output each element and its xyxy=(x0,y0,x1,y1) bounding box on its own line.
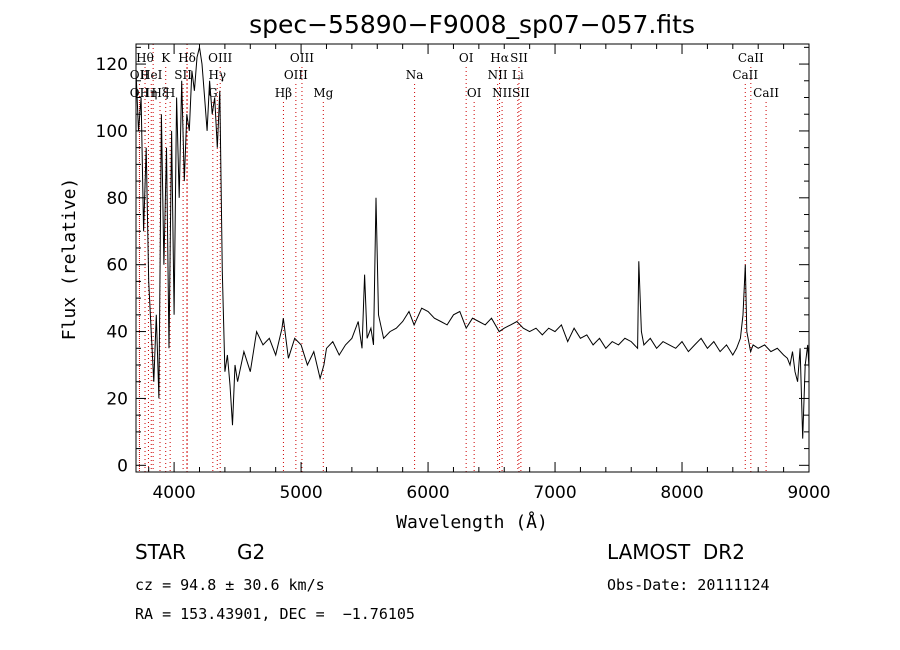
line-marker-label: SII xyxy=(512,86,530,100)
line-marker-label: Hα xyxy=(490,51,509,65)
survey-name: LAMOST DR2 xyxy=(607,540,745,564)
spectral-line-markers xyxy=(138,44,767,472)
x-tick-label: 9000 xyxy=(787,483,830,503)
line-marker-label: SII xyxy=(174,68,192,82)
line-marker-label: SII xyxy=(510,51,528,65)
chart-title: spec−55890−F9008_sp07−057.fits xyxy=(249,10,695,39)
spectral-line-labels: OII OII Hθ Hη HeI Hξ K H SII Hδ G Hγ OIII Hβ OIII OIII M… xyxy=(130,51,779,100)
y-tick-label: 0 xyxy=(117,456,128,476)
line-marker-label: OIII xyxy=(208,51,232,65)
x-tick-label: 7000 xyxy=(533,483,576,503)
x-tick-label: 4000 xyxy=(152,483,195,503)
x-tick-label: 5000 xyxy=(279,483,322,503)
line-marker-label: K xyxy=(161,51,171,65)
line-marker-label: CaII xyxy=(753,86,779,100)
line-marker-label: OII xyxy=(130,86,150,100)
line-marker-label: Hγ xyxy=(208,68,226,82)
object-class: STAR xyxy=(135,540,186,564)
line-marker-label: G xyxy=(208,86,218,100)
y-tick-label: 120 xyxy=(96,55,128,75)
line-marker-label: OIII xyxy=(290,51,314,65)
line-marker-label: Na xyxy=(406,68,424,82)
x-axis-label: Wavelength (Å) xyxy=(396,511,548,533)
plot-frame xyxy=(135,43,810,473)
line-marker-label: NII xyxy=(492,86,512,100)
line-marker-label: Hβ xyxy=(275,86,292,100)
observation-date: Obs-Date: 20111124 xyxy=(607,576,770,594)
line-marker-label: Hθ xyxy=(136,51,154,65)
y-axis-ticks: 0 20 40 60 80 100 120 xyxy=(96,46,809,476)
line-marker-label: Hξ xyxy=(151,86,168,100)
x-tick-label: 6000 xyxy=(406,483,449,503)
x-axis-ticks: 4000 5000 6000 7000 8000 9000 xyxy=(148,44,831,503)
line-marker-label: NII xyxy=(488,68,508,82)
line-marker-label: Hη xyxy=(140,86,158,100)
x-tick-label: 8000 xyxy=(660,483,703,503)
line-marker-label: OIII xyxy=(284,68,308,82)
y-axis-label: Flux (relative) xyxy=(59,178,80,341)
line-marker-label: Li xyxy=(512,68,524,82)
line-marker-label: Hδ xyxy=(178,51,196,65)
object-subclass: G2 xyxy=(237,540,265,564)
line-marker-label: H xyxy=(165,86,175,100)
y-tick-label: 80 xyxy=(106,189,128,209)
line-marker-label: HeI xyxy=(140,68,163,82)
flux-series-line xyxy=(135,47,810,439)
y-tick-label: 40 xyxy=(106,323,128,343)
line-marker-label: OI xyxy=(467,86,482,100)
line-marker-label: Mg xyxy=(313,86,333,100)
redshift-velocity: cz = 94.8 ± 30.6 km/s xyxy=(135,576,325,594)
line-marker-label: CaII xyxy=(738,51,764,65)
sky-coordinates: RA = 153.43901, DEC = −1.76105 xyxy=(135,605,415,623)
y-tick-label: 20 xyxy=(106,389,128,409)
line-marker-label: CaII xyxy=(732,68,758,82)
y-tick-label: 100 xyxy=(96,122,128,142)
line-marker-label: OII xyxy=(130,68,150,82)
line-marker-label: OI xyxy=(459,51,474,65)
y-tick-label: 60 xyxy=(106,256,128,276)
